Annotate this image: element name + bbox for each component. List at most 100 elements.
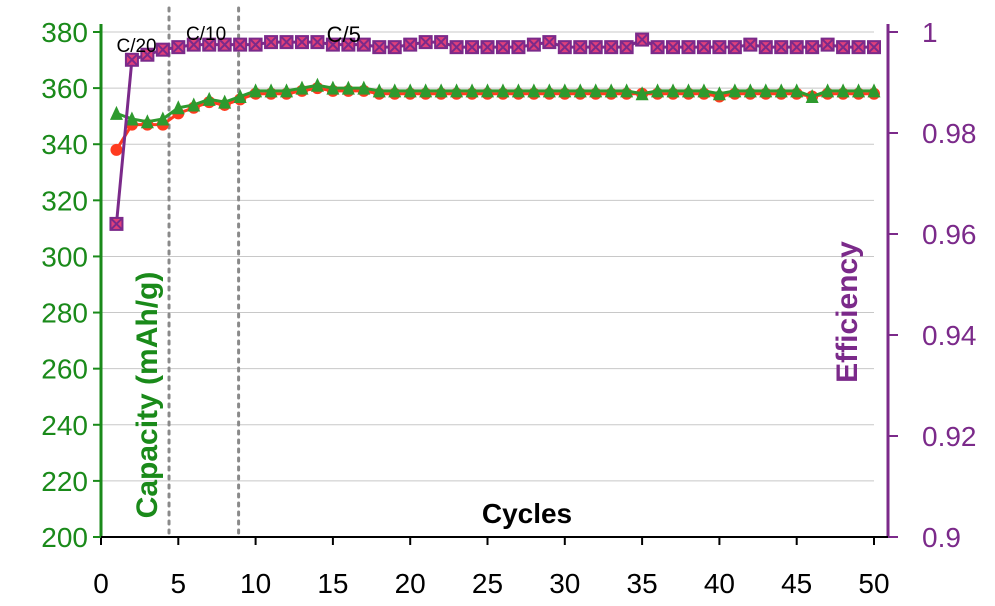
data-point-cross <box>760 41 772 53</box>
rate-boundaries <box>167 6 241 539</box>
data-point <box>341 37 356 52</box>
data-point <box>542 83 556 98</box>
data-point <box>542 35 557 50</box>
data-point <box>836 83 850 98</box>
data-point <box>527 83 541 98</box>
data-point-cross <box>713 41 726 53</box>
data-point <box>140 47 155 62</box>
data-point <box>202 37 217 52</box>
data-point-cross <box>651 41 664 53</box>
data-point <box>651 83 665 98</box>
y-left-tick-label: 240 <box>41 410 88 441</box>
data-point <box>743 83 757 98</box>
data-point <box>357 80 371 95</box>
data-point <box>604 40 619 55</box>
data-point <box>588 40 603 55</box>
data-point-cross <box>265 36 277 48</box>
y-left-tick-label: 300 <box>41 241 88 272</box>
data-point <box>758 40 773 55</box>
data-point <box>280 83 294 98</box>
data-point <box>867 83 881 98</box>
tick-labels: 0 5 10 15 20 25 30 35 40 45 50 200 220 240 260 280 300 32… <box>41 17 976 599</box>
data-point <box>635 86 649 101</box>
data-point-cross <box>435 36 447 48</box>
data-point-cross <box>543 36 556 48</box>
data-point-cross <box>729 41 741 53</box>
data-point <box>326 80 340 95</box>
data-point <box>171 40 186 55</box>
series-square-x <box>109 32 881 231</box>
data-point <box>279 35 294 50</box>
data-point <box>496 83 510 98</box>
data-point <box>789 40 804 55</box>
data-point-cross <box>698 41 710 53</box>
data-point <box>511 40 526 55</box>
data-point <box>805 40 820 55</box>
x-tick-label: 25 <box>472 568 503 599</box>
data-point <box>774 83 788 98</box>
axes-layer <box>93 24 898 545</box>
data-point <box>434 35 449 50</box>
x-axis-title: Cycles <box>482 498 572 529</box>
data-point-cross <box>497 41 509 53</box>
data-point-cross <box>559 41 571 53</box>
data-point-cross <box>280 36 293 48</box>
data-point <box>124 52 139 67</box>
y-left-tick-label: 220 <box>41 466 88 497</box>
y-left-tick-label: 280 <box>41 298 88 329</box>
data-point <box>619 40 634 55</box>
data-point-cross <box>450 41 463 53</box>
data-point-cross <box>636 33 648 46</box>
data-point <box>697 83 711 98</box>
data-point-cross <box>296 36 308 48</box>
data-point <box>356 37 371 52</box>
data-point-cross <box>218 38 231 51</box>
series-triangle <box>109 77 881 129</box>
data-point <box>295 80 309 95</box>
y-left-tick-label: 320 <box>41 185 88 216</box>
data-point <box>481 83 494 98</box>
data-point <box>774 40 789 55</box>
data-point <box>310 35 325 50</box>
data-point <box>573 40 588 55</box>
y-right-tick-label: 0.98 <box>922 118 977 149</box>
data-point <box>217 37 232 52</box>
data-point <box>666 40 681 55</box>
data-point <box>186 37 201 52</box>
data-point <box>589 83 603 98</box>
data-point-cross <box>744 38 757 51</box>
data-point-cross <box>311 36 324 48</box>
data-point <box>557 40 572 55</box>
data-point <box>759 83 773 98</box>
data-point <box>264 83 278 98</box>
data-point <box>388 83 402 98</box>
y-left-tick-label: 340 <box>41 129 88 160</box>
y-left-tick-label: 380 <box>41 17 88 48</box>
data-point-cross <box>110 218 123 230</box>
x-tick-label: 15 <box>317 568 348 599</box>
y-axis-left-title: Capacity (mAh/g) <box>131 272 164 519</box>
data-point-cross <box>481 41 494 53</box>
data-point <box>635 32 650 47</box>
data-point <box>867 40 881 55</box>
data-point-cross <box>775 41 787 53</box>
data-point-cross <box>590 41 602 53</box>
data-point-cross <box>358 38 370 51</box>
data-point <box>852 83 866 98</box>
data-point <box>110 143 123 156</box>
y-right-tick-label: 1 <box>922 17 938 48</box>
x-tick-label: 35 <box>627 568 658 599</box>
data-point <box>249 83 263 98</box>
data-point <box>650 40 665 55</box>
rate-annotation: C/5 <box>327 22 361 47</box>
data-point <box>465 40 480 55</box>
data-point-cross <box>203 38 215 51</box>
data-point <box>434 83 448 98</box>
data-point-cross <box>141 49 154 61</box>
rate-annotation: C/20 <box>116 36 156 57</box>
data-point <box>310 77 324 92</box>
y-right-tick-label: 0.96 <box>922 219 977 250</box>
data-point-cross <box>837 41 849 53</box>
data-point-cross <box>188 38 200 51</box>
